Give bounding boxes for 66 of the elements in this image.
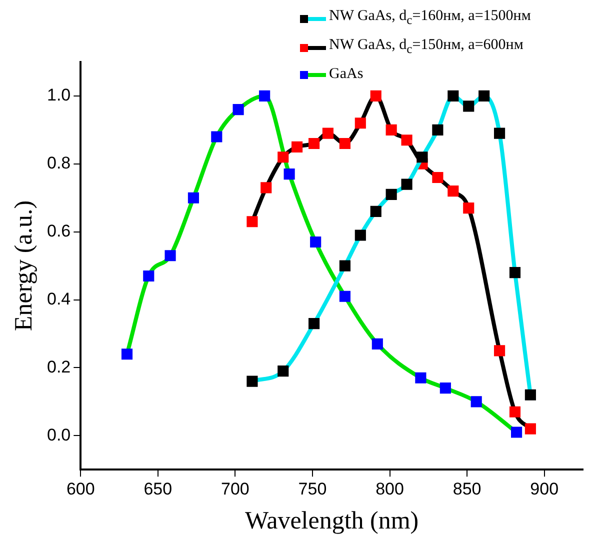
x-tick-label: 650	[144, 479, 172, 498]
point	[494, 345, 506, 356]
point	[164, 250, 176, 262]
x-tick-label: 600	[66, 479, 95, 498]
point	[509, 267, 521, 278]
y-tick-label: 0.0	[46, 425, 71, 444]
legend-label: NW GaAs, d$_{c}$=160нм, a=1500нм	[329, 7, 531, 29]
point	[322, 128, 334, 139]
y-axis-title: Energy (a.u.)	[10, 200, 38, 332]
point	[386, 188, 397, 200]
point	[121, 348, 133, 360]
y-tick-label: 0.4	[46, 289, 71, 308]
point	[509, 406, 521, 418]
point	[386, 124, 397, 136]
point	[339, 260, 350, 272]
point	[143, 270, 154, 282]
x-tick-label: 700	[221, 479, 250, 498]
legend-label: NW GaAs, d$_{c}$=150нм, a=600нм	[329, 36, 524, 58]
point	[370, 206, 382, 217]
point	[310, 236, 322, 248]
y-tick-label: 0.8	[46, 154, 71, 173]
point	[478, 90, 490, 102]
point	[463, 202, 474, 214]
point	[463, 100, 474, 112]
point	[260, 182, 272, 194]
point	[524, 389, 536, 400]
x-tick-label: 750	[298, 479, 327, 498]
y-tick-label: 0.6	[46, 222, 71, 241]
point	[448, 90, 459, 102]
point	[370, 90, 382, 102]
x-axis-title: Wavelength (nm)	[245, 508, 419, 535]
point	[440, 382, 451, 394]
x-tick-label: 900	[530, 479, 559, 498]
point	[401, 178, 412, 190]
point	[432, 124, 444, 136]
point	[524, 423, 536, 434]
point	[401, 134, 412, 146]
point	[188, 192, 200, 204]
point	[308, 138, 320, 150]
point	[292, 141, 303, 152]
point	[415, 372, 426, 384]
point	[278, 152, 289, 163]
point	[448, 186, 459, 197]
point	[339, 290, 350, 302]
point	[354, 230, 366, 241]
y-tick-label: 1.0	[46, 86, 71, 105]
point	[232, 104, 244, 116]
y-tick-label: 0.2	[46, 357, 71, 376]
point	[494, 128, 506, 139]
point	[278, 366, 289, 377]
point	[259, 90, 270, 102]
point	[416, 152, 428, 163]
x-tick-label: 800	[376, 479, 404, 498]
point	[284, 168, 295, 180]
point	[510, 426, 522, 438]
legend-label: GaAs	[329, 65, 364, 84]
point	[211, 131, 222, 142]
point	[354, 118, 366, 129]
point	[246, 376, 258, 387]
point	[246, 216, 258, 228]
point	[432, 172, 444, 184]
point	[372, 338, 383, 350]
point	[470, 396, 482, 408]
point	[308, 318, 320, 330]
x-tick-label: 850	[452, 479, 482, 498]
point	[339, 138, 350, 150]
